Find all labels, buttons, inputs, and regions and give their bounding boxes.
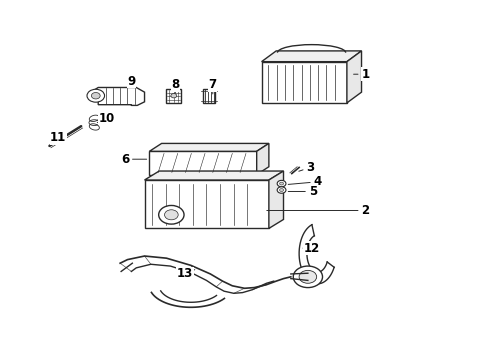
Circle shape bbox=[279, 182, 283, 185]
Text: 3: 3 bbox=[298, 161, 314, 174]
Circle shape bbox=[277, 187, 285, 193]
Circle shape bbox=[170, 94, 176, 98]
Text: 12: 12 bbox=[303, 242, 319, 255]
Polygon shape bbox=[346, 51, 361, 103]
Polygon shape bbox=[261, 51, 361, 62]
Circle shape bbox=[277, 180, 285, 187]
Polygon shape bbox=[144, 180, 268, 228]
Text: 6: 6 bbox=[121, 153, 146, 166]
Circle shape bbox=[293, 266, 322, 288]
Bar bbox=[166, 89, 181, 103]
Text: 8: 8 bbox=[171, 78, 179, 93]
Text: 2: 2 bbox=[266, 204, 369, 217]
Circle shape bbox=[299, 270, 316, 283]
Circle shape bbox=[87, 89, 104, 102]
Circle shape bbox=[164, 210, 178, 220]
Bar bbox=[203, 89, 215, 103]
Text: 10: 10 bbox=[97, 112, 115, 125]
Circle shape bbox=[91, 93, 100, 99]
Polygon shape bbox=[261, 62, 346, 103]
Text: 1: 1 bbox=[353, 68, 369, 81]
Polygon shape bbox=[268, 171, 283, 228]
Polygon shape bbox=[149, 143, 268, 151]
Polygon shape bbox=[91, 87, 144, 105]
Polygon shape bbox=[256, 143, 268, 175]
Polygon shape bbox=[149, 151, 256, 175]
Text: 11: 11 bbox=[50, 131, 66, 144]
Text: 4: 4 bbox=[287, 175, 321, 188]
Text: 13: 13 bbox=[177, 267, 194, 280]
Circle shape bbox=[279, 189, 283, 192]
Polygon shape bbox=[144, 171, 283, 180]
Text: 5: 5 bbox=[287, 185, 316, 198]
Circle shape bbox=[158, 206, 183, 224]
Text: 7: 7 bbox=[208, 78, 216, 94]
Text: 9: 9 bbox=[127, 75, 135, 88]
